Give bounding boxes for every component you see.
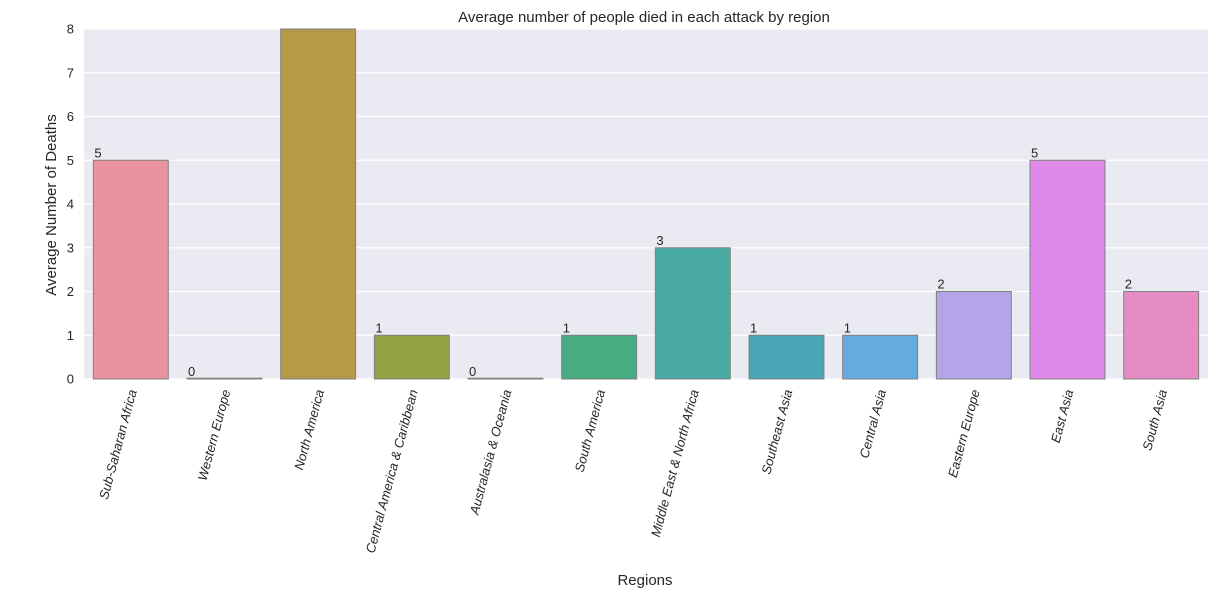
data-label: 2: [1125, 277, 1132, 292]
bar: [654, 247, 731, 380]
bar: [1029, 159, 1106, 380]
data-label: 0: [188, 364, 195, 379]
bar: [92, 159, 169, 380]
y-tick-label: 1: [67, 328, 74, 343]
bar: [373, 334, 450, 380]
data-label: 5: [94, 145, 101, 160]
bar: [561, 334, 638, 380]
x-axis-label: Regions: [617, 572, 672, 589]
bar: [1123, 291, 1200, 380]
x-tick-label: Middle East & North Africa: [648, 388, 702, 539]
x-tick-label: Southeast Asia: [758, 388, 795, 476]
y-tick-label: 3: [67, 240, 74, 255]
x-tick-label: Eastern Europe: [945, 388, 983, 479]
y-tick-label: 8: [67, 22, 74, 37]
bar: [186, 377, 263, 380]
data-label: 2: [937, 277, 944, 292]
x-tick-label: South Asia: [1139, 388, 1170, 452]
bar: [935, 291, 1012, 380]
bar: [748, 334, 825, 380]
x-tick-label: Central America & Caribbean: [363, 388, 421, 555]
y-tick-label: 7: [67, 65, 74, 80]
x-tick-label: Central Asia: [856, 388, 889, 460]
gridlines: [84, 28, 1208, 380]
bar: [280, 28, 357, 380]
chart-title: Average number of people died in each at…: [458, 9, 830, 26]
data-label: 1: [844, 320, 851, 335]
x-axis-ticks: Sub-Saharan Africa Western Europe North Am…: [96, 388, 1170, 555]
y-axis-ticks: 0 1 2 3 4 5 6 7 8: [67, 22, 74, 387]
x-tick-label: East Asia: [1048, 388, 1077, 444]
x-tick-label: Western Europe: [195, 388, 234, 482]
data-label: 1: [750, 320, 757, 335]
x-tick-label: South America: [572, 388, 608, 474]
x-tick-label: Sub-Saharan Africa: [96, 388, 140, 501]
y-tick-label: 0: [67, 372, 74, 387]
y-tick-label: 4: [67, 197, 74, 212]
x-tick-label: North America: [291, 388, 327, 472]
bar: [467, 377, 544, 380]
data-labels: 5 0 1 0 1 3 1 1 2 5 2: [94, 145, 1132, 379]
data-label: 1: [563, 320, 570, 335]
data-label: 5: [1031, 145, 1038, 160]
data-label: 1: [375, 320, 382, 335]
bars: [92, 28, 1200, 380]
y-tick-label: 2: [67, 284, 74, 299]
data-label: 3: [656, 233, 663, 248]
y-tick-label: 5: [67, 153, 74, 168]
bar: [842, 334, 919, 380]
data-label: 0: [469, 364, 476, 379]
y-tick-label: 6: [67, 109, 74, 124]
x-tick-label: Australasia & Oceania: [466, 388, 514, 517]
y-axis-label: Average Number of Deaths: [43, 114, 60, 296]
